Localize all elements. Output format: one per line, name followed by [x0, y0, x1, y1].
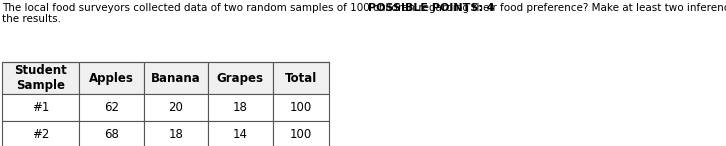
Bar [208, 94, 272, 121]
Text: #1: #1 [32, 101, 49, 114]
Text: Apples: Apples [89, 72, 134, 85]
Bar [79, 62, 144, 94]
Text: 100: 100 [290, 101, 312, 114]
Text: Student
Sample: Student Sample [15, 64, 68, 92]
Bar [2, 62, 79, 94]
Text: Total: Total [285, 72, 317, 85]
Text: 20: 20 [168, 101, 184, 114]
Bar [272, 94, 330, 121]
Bar [144, 62, 208, 94]
Text: 18: 18 [168, 128, 184, 141]
Text: Banana: Banana [151, 72, 201, 85]
Bar [144, 121, 208, 146]
Text: 62: 62 [104, 101, 119, 114]
Text: The local food surveyors collected data of two random samples of 100 children re: The local food surveyors collected data … [2, 3, 726, 24]
Bar [208, 121, 272, 146]
Text: 18: 18 [233, 101, 248, 114]
Bar [2, 94, 79, 121]
Text: #2: #2 [32, 128, 49, 141]
Bar [208, 62, 272, 94]
Bar [79, 121, 144, 146]
Bar [79, 94, 144, 121]
Bar [272, 62, 330, 94]
Text: 100: 100 [290, 128, 312, 141]
Bar [144, 94, 208, 121]
Text: POSSIBLE POINTS: 4: POSSIBLE POINTS: 4 [368, 3, 495, 13]
Bar [2, 121, 79, 146]
Text: Grapes: Grapes [217, 72, 264, 85]
Text: 68: 68 [104, 128, 119, 141]
Text: 14: 14 [233, 128, 248, 141]
Bar [272, 121, 330, 146]
